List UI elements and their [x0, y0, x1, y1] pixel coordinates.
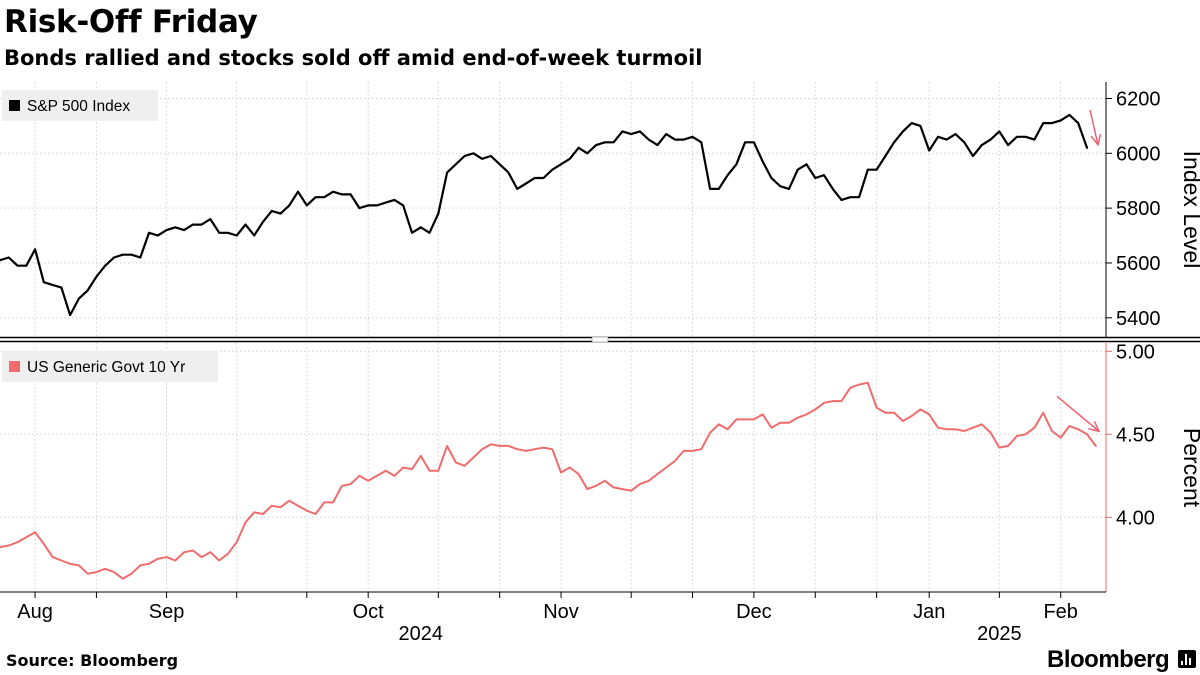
x-tick-label-month: Feb [1043, 601, 1077, 623]
y-tick-label: 6000 [1116, 143, 1161, 165]
legend-swatch [9, 361, 20, 372]
chart-subtitle: Bonds rallied and stocks sold off amid e… [4, 46, 703, 70]
treasury-10yr-series-line [0, 381, 1097, 580]
source-note: Source: Bloomberg [6, 651, 179, 670]
annotation-arrow-head [1088, 420, 1101, 433]
x-tick-label-month: Oct [353, 601, 385, 623]
y-tick-label: 4.00 [1116, 507, 1155, 529]
y-axis-title: Percent [1179, 428, 1200, 508]
legend-box [2, 351, 218, 382]
chart-title: Risk-Off Friday [4, 4, 258, 40]
x-tick-label-month: Sep [149, 601, 185, 623]
x-tick-label-month: Nov [543, 601, 579, 623]
x-tick-label-month: Aug [17, 601, 53, 623]
y-tick-label: 5800 [1116, 198, 1161, 220]
panel-resize-handle [591, 336, 609, 343]
y-tick-label: 6200 [1116, 88, 1161, 110]
legend-swatch [9, 100, 20, 111]
y-tick-label: 4.50 [1116, 424, 1155, 446]
legend-label: S&P 500 Index [27, 98, 130, 115]
legend-label: US Generic Govt 10 Yr [27, 359, 185, 376]
x-tick-label-month: Jan [913, 601, 945, 623]
y-axis-title: Index Level [1179, 151, 1200, 269]
x-tick-label-year: 2024 [399, 623, 444, 640]
annotation-arrow-shaft [1056, 395, 1100, 432]
annotation-arrow-head [1090, 133, 1102, 147]
chart-svg: 5400 5600 5800 6000 6200 Index Level S&P 500 I… [0, 82, 1200, 640]
bloomberg-terminal-icon [1178, 650, 1196, 668]
legend-box [2, 90, 158, 121]
y-tick-label: 5.00 [1116, 341, 1155, 363]
x-tick-label-year: 2025 [977, 623, 1022, 640]
annotation-arrow-shaft [1089, 109, 1099, 145]
bloomberg-logo: Bloomberg [1047, 646, 1170, 673]
x-tick-label-month: Dec [736, 601, 772, 623]
sp500-series-line [0, 113, 1089, 317]
y-tick-label: 5400 [1116, 308, 1161, 330]
y-tick-label: 5600 [1116, 253, 1161, 275]
